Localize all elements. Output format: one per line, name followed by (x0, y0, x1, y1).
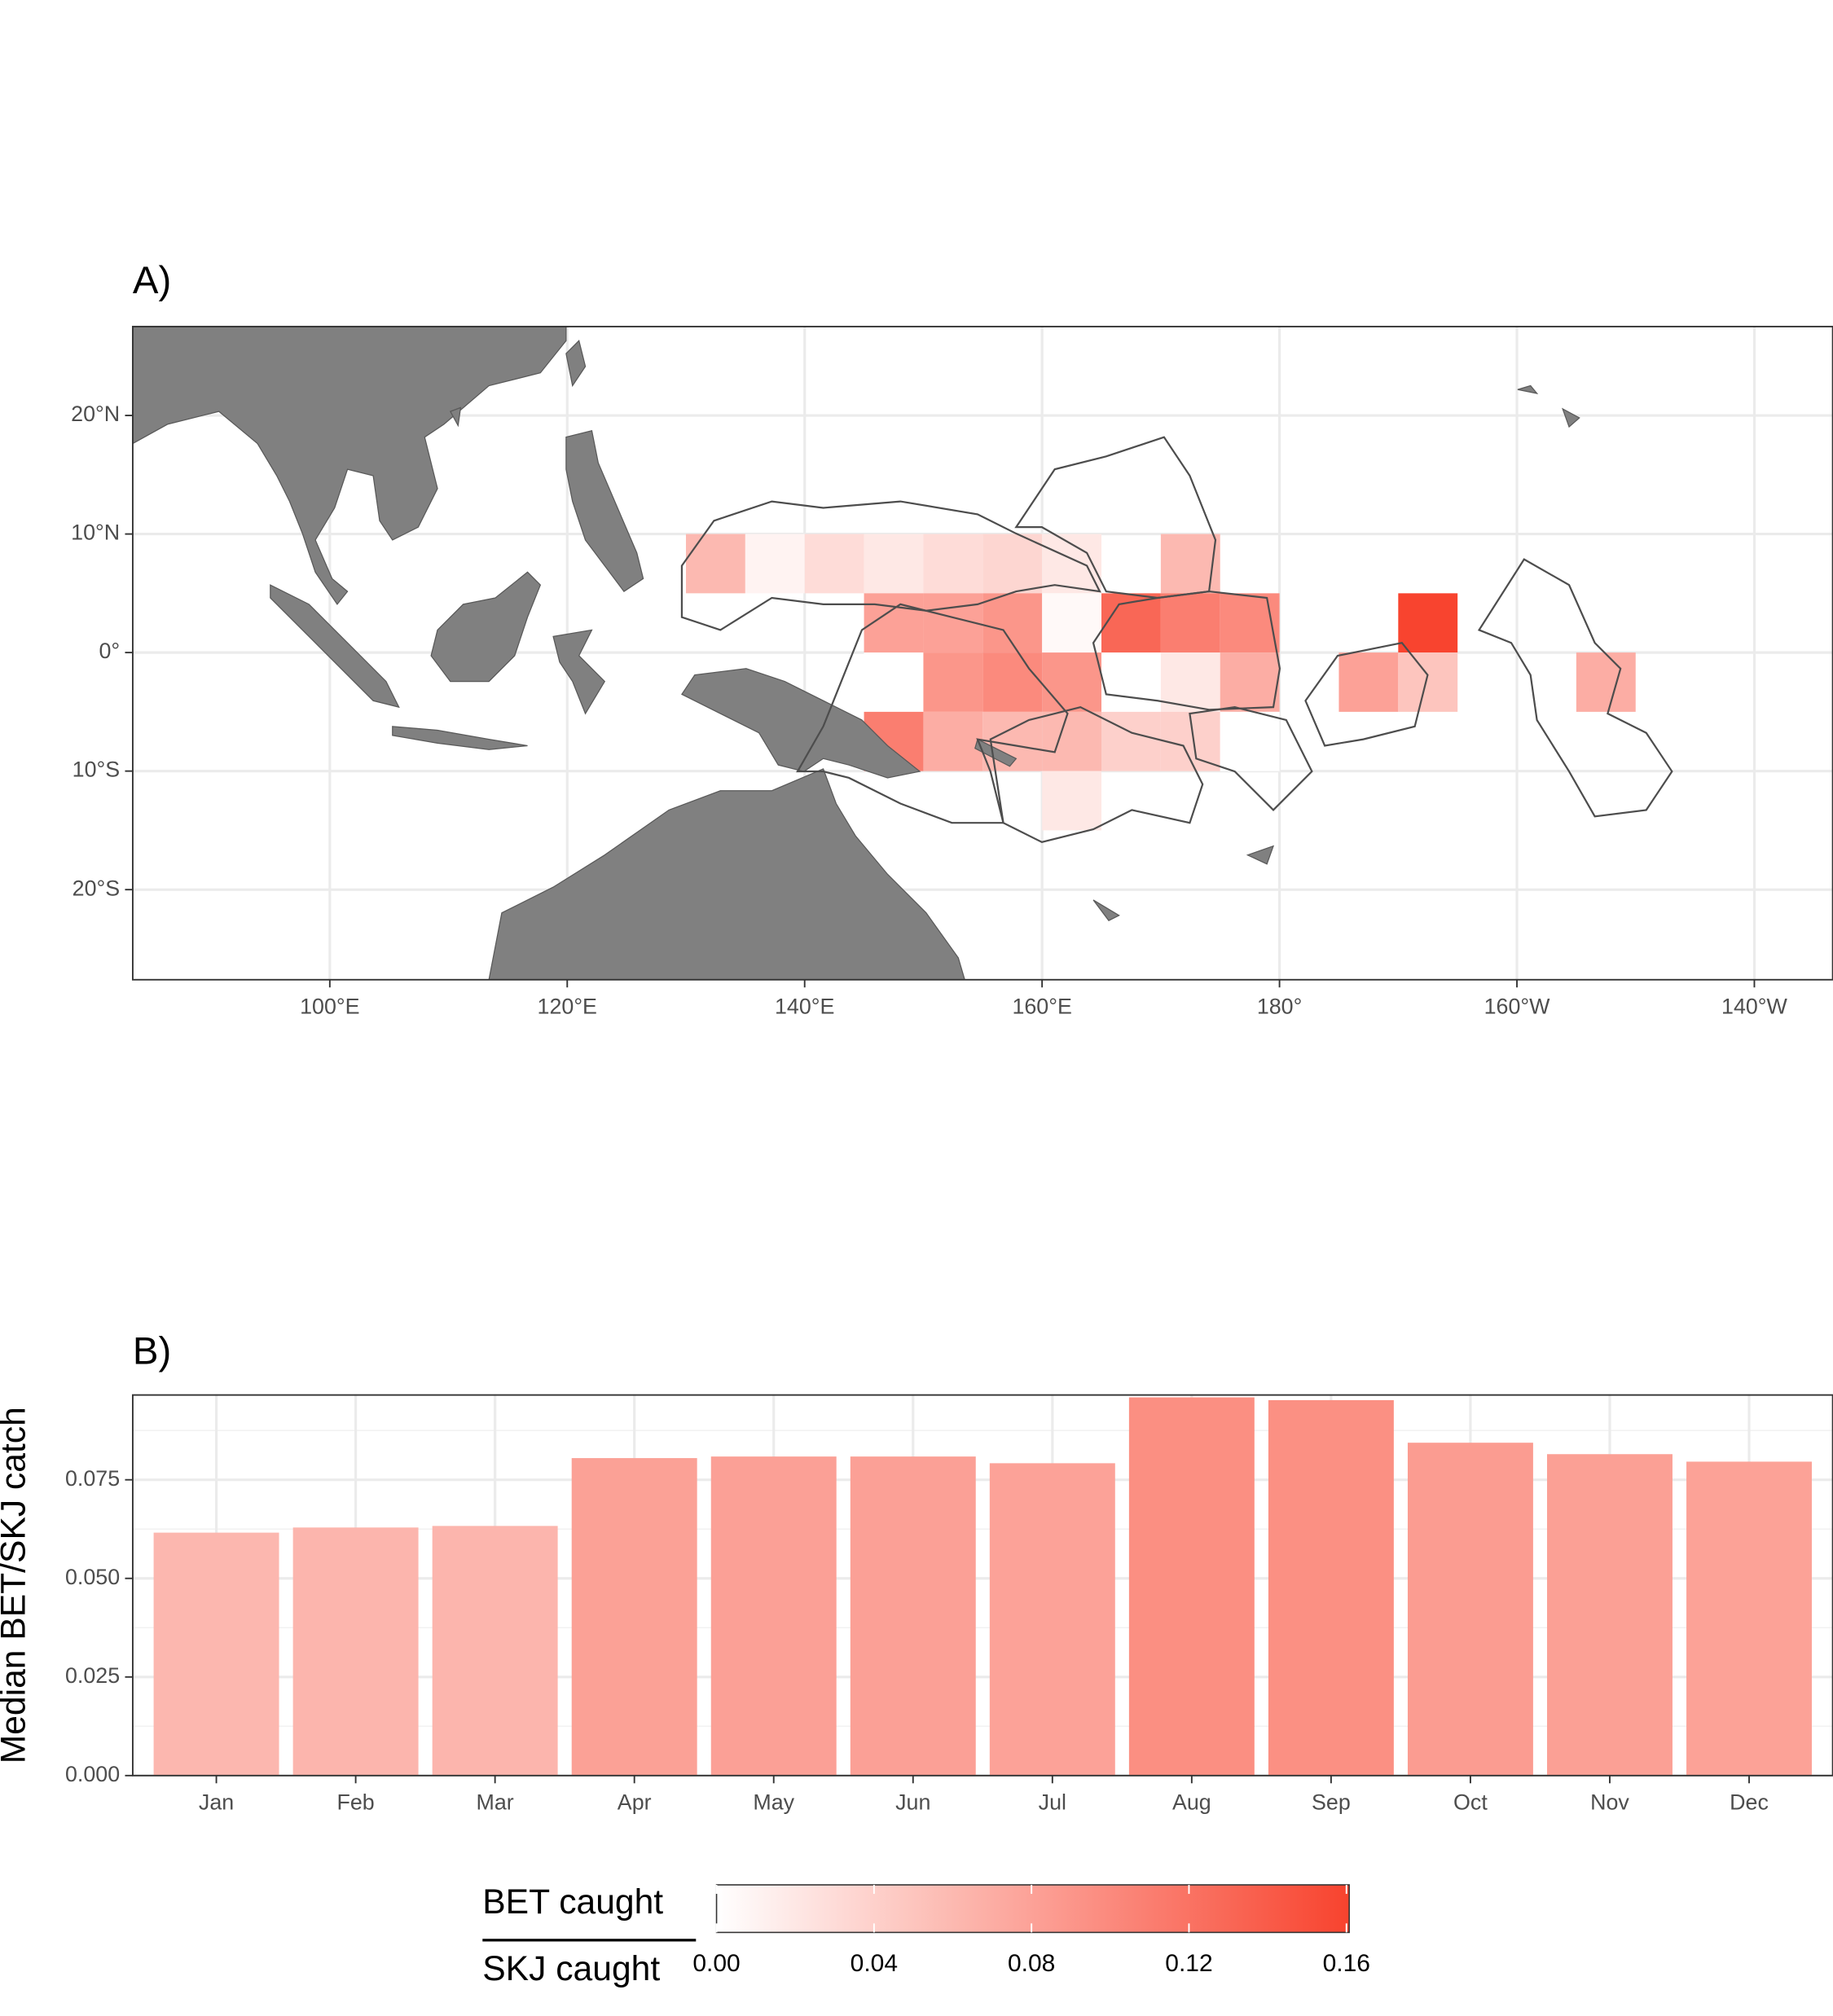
x-tick-label: Sep (1312, 1790, 1351, 1815)
grid-cell (864, 652, 924, 712)
bar (432, 1526, 558, 1776)
x-tick-label: 100°E (300, 995, 359, 1019)
grid-cell (1101, 652, 1161, 712)
colorbar-label: 0.12 (1165, 1950, 1212, 1977)
grid-cell (1398, 593, 1458, 653)
colorbar-label: 0.04 (851, 1950, 898, 1977)
y-tick-label: 0° (99, 639, 120, 663)
y-tick-label: 10°S (73, 758, 120, 782)
grid-cell (1160, 652, 1220, 712)
grid-cell (923, 711, 983, 771)
eez-outlines (680, 436, 1673, 844)
grid-cell (1220, 711, 1280, 771)
grid-cell (982, 652, 1043, 712)
grid-cell (923, 652, 983, 712)
x-tick-label: May (753, 1790, 794, 1815)
grid-cell (1338, 652, 1399, 712)
bar (1407, 1443, 1533, 1776)
y-axis-label: Median BET/SKJ catch (0, 1407, 33, 1763)
land (132, 326, 1580, 980)
colorbar-label: 0.08 (1008, 1950, 1055, 1977)
x-tick-label: Jun (895, 1790, 930, 1815)
x-tick-label: 120°E (538, 995, 597, 1019)
bar (292, 1527, 419, 1776)
bar (1547, 1454, 1673, 1776)
grid-cell (1220, 652, 1280, 712)
panel-title: A) (133, 259, 171, 302)
grid-cell (804, 534, 864, 594)
x-tick-label: Mar (477, 1790, 514, 1815)
x-tick-label: Apr (618, 1790, 652, 1815)
bar (989, 1463, 1115, 1776)
x-tick-label: 160°E (1012, 995, 1071, 1019)
grid-cell (1220, 593, 1280, 653)
x-tick-label: 140°E (775, 995, 834, 1019)
colorbar-label: 0.00 (692, 1950, 740, 1977)
grid-cell (1042, 652, 1102, 712)
x-tick-label: Aug (1172, 1790, 1211, 1815)
x-tick-label: Jul (1039, 1790, 1066, 1815)
bar (153, 1532, 279, 1776)
grid-cell (1101, 711, 1161, 771)
y-tick-label: 0.075 (65, 1466, 120, 1491)
x-tick-label: Jan (199, 1790, 234, 1815)
x-tick-label: Oct (1453, 1790, 1488, 1815)
y-tick-label: 20°N (71, 402, 120, 426)
x-tick-label: Dec (1730, 1790, 1769, 1815)
bar (571, 1458, 697, 1776)
grid-cell (982, 534, 1043, 594)
bar (1128, 1397, 1255, 1776)
y-tick-label: 0.025 (65, 1663, 120, 1688)
grid-cell (1160, 534, 1220, 594)
grid-cell (923, 534, 983, 594)
bar (850, 1456, 976, 1776)
grid-cell (745, 534, 805, 594)
y-tick-label: 0.050 (65, 1565, 120, 1589)
grid-cell (1042, 771, 1102, 831)
grid-cell (1042, 711, 1102, 771)
y-tick-label: 20°S (73, 876, 120, 900)
y-tick-label: 0.000 (65, 1762, 120, 1786)
x-tick-label: 160°W (1484, 995, 1550, 1019)
grid-cell (1042, 593, 1102, 653)
colorbar-label: 0.16 (1323, 1950, 1370, 1977)
panel-title: B) (133, 1330, 171, 1373)
x-tick-label: Nov (1590, 1790, 1629, 1815)
y-tick-label: 10°N (71, 520, 120, 545)
legend-title: BET caught (482, 1882, 663, 1922)
x-tick-label: 180° (1257, 995, 1303, 1019)
x-tick-label: 140°W (1721, 995, 1787, 1019)
bar (710, 1456, 837, 1776)
grid-cell (1398, 652, 1458, 712)
legend-title: SKJ caught (482, 1949, 660, 1988)
colorbar (715, 1884, 1350, 1934)
bar (1686, 1461, 1812, 1776)
grid-cell (864, 534, 924, 594)
grid-cell (685, 534, 745, 594)
grid-cell (1576, 652, 1636, 712)
x-tick-label: Feb (336, 1790, 374, 1815)
grid-cell (1160, 593, 1220, 653)
bar (1268, 1399, 1394, 1776)
